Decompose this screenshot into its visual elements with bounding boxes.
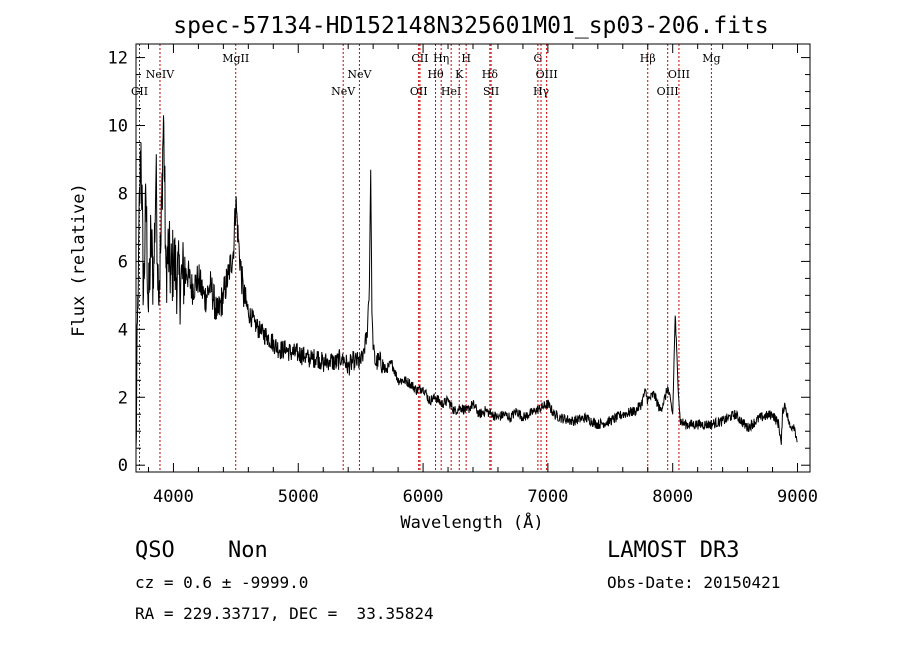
spectrum-series bbox=[135, 115, 798, 449]
marker-label-20: Mg bbox=[702, 52, 720, 65]
object-class: QSO bbox=[135, 538, 175, 563]
marker-label-1: NeIV bbox=[146, 68, 175, 81]
x-tick-label: 7000 bbox=[527, 487, 568, 507]
x-tick-label: 8000 bbox=[652, 487, 693, 507]
y-axis-label: Flux (relative) bbox=[69, 183, 89, 337]
marker-label-15: Hγ bbox=[533, 85, 550, 98]
marker-label-5: OII bbox=[410, 85, 428, 98]
y-tick-label: 8 bbox=[118, 184, 128, 204]
axis-ticks: 4000 5000 6000 7000 8000 9000 0 2 4 6 8 10 12 bbox=[108, 44, 818, 507]
observation-date: Obs-Date: 20150421 bbox=[607, 573, 781, 592]
x-tick-label: 5000 bbox=[278, 487, 319, 507]
plot-frame bbox=[135, 43, 811, 473]
marker-label-3: NeV bbox=[331, 85, 356, 98]
y-tick-label: 10 bbox=[108, 117, 128, 137]
x-tick-label: 6000 bbox=[403, 487, 444, 507]
y-tick-label: 4 bbox=[118, 320, 128, 340]
marker-label-14: G bbox=[534, 52, 543, 65]
y-tick-label: 12 bbox=[108, 49, 128, 69]
emission-line-markers: CIINeIVMgIINeVNeVOIICIIHθHηHeIKHHδSIIGHγ… bbox=[131, 44, 721, 472]
object-subclass: Non bbox=[228, 538, 268, 563]
y-tick-label: 2 bbox=[118, 388, 128, 408]
marker-label-8: Hη bbox=[433, 52, 449, 65]
x-axis-label: Wavelength (Å) bbox=[400, 511, 543, 533]
marker-label-19: OIII bbox=[668, 68, 690, 81]
marker-label-10: K bbox=[455, 68, 464, 81]
y-tick-label: 0 bbox=[118, 456, 128, 476]
marker-label-12: Hδ bbox=[482, 68, 499, 81]
marker-label-11: H bbox=[461, 52, 471, 65]
x-tick-label: 9000 bbox=[777, 487, 818, 507]
ra-dec-coordinates: RA = 229.33717, DEC = 33.35824 bbox=[135, 604, 434, 623]
marker-label-9: HeI bbox=[441, 85, 461, 98]
chart-title: spec-57134-HD152148N325601M01_sp03-206.f… bbox=[173, 13, 768, 39]
marker-label-7: Hθ bbox=[427, 68, 444, 81]
x-tick-label: 4000 bbox=[153, 487, 194, 507]
spectrum-line bbox=[135, 115, 798, 449]
redshift-cz: cz = 0.6 ± -9999.0 bbox=[135, 573, 309, 592]
marker-label-16: OIII bbox=[536, 68, 558, 81]
y-tick-label: 6 bbox=[118, 252, 128, 272]
marker-label-17: Hβ bbox=[640, 52, 656, 65]
survey-name: LAMOST DR3 bbox=[607, 538, 740, 563]
marker-label-2: MgII bbox=[222, 52, 249, 65]
marker-label-4: NeV bbox=[347, 68, 372, 81]
marker-label-18: OIII bbox=[657, 85, 679, 98]
marker-label-6: CII bbox=[411, 52, 428, 65]
marker-label-13: SII bbox=[483, 85, 499, 98]
